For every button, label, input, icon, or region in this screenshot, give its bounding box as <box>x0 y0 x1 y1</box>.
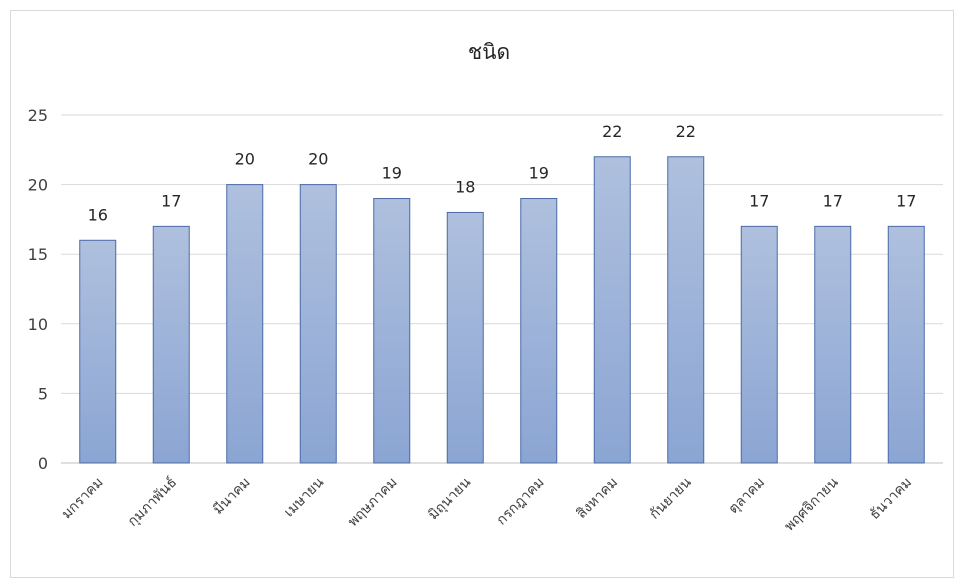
data-label: 22 <box>676 122 696 141</box>
bar-6 <box>446 211 484 464</box>
gridlines <box>61 114 943 464</box>
bar-5 <box>373 198 411 464</box>
bar-9 <box>667 156 705 464</box>
x-category-label: พฤษภาคม <box>345 475 401 531</box>
data-label: 22 <box>602 122 622 141</box>
x-category-label: สิงหาคม <box>574 475 621 522</box>
data-label: 17 <box>823 191 843 210</box>
x-category-label: มิถุนายน <box>425 474 474 523</box>
x-category-label: กรกฎาคม <box>494 475 548 529</box>
y-tick-label: 15 <box>28 245 48 264</box>
bar-chart: ชนิด 0 5 10 15 20 25 16 17 20 20 19 18 19 22 22 17 17 17… <box>28 40 943 535</box>
y-tick-label: 10 <box>28 315 48 334</box>
data-label: 17 <box>749 191 769 210</box>
bar-11 <box>814 225 852 464</box>
bar-8 <box>593 156 631 464</box>
x-category-label: พฤศจิกายน <box>782 474 842 534</box>
data-label: 19 <box>382 164 402 183</box>
x-category-label: มีนาคม <box>210 475 253 518</box>
x-category-label: กุมภาพันธ์ <box>124 474 180 530</box>
bar-1 <box>79 239 117 464</box>
x-category-label: ตุลาคม <box>726 475 769 518</box>
bar-12 <box>887 225 925 464</box>
data-labels: 16 17 20 20 19 18 19 22 22 17 17 17 <box>88 122 917 225</box>
y-tick-label: 5 <box>38 384 48 403</box>
bar-3 <box>226 184 264 464</box>
y-tick-label: 25 <box>28 106 48 125</box>
bar-2 <box>152 225 190 464</box>
data-label: 20 <box>235 150 255 169</box>
x-category-label: กันยายน <box>647 474 695 522</box>
x-category-label: ธันวาคม <box>867 475 915 523</box>
data-label: 18 <box>455 177 475 196</box>
data-label: 17 <box>896 191 916 210</box>
x-category-label: มกราคม <box>59 475 107 523</box>
y-axis-ticks: 0 5 10 15 20 25 <box>28 106 48 473</box>
y-tick-label: 0 <box>38 454 48 473</box>
bar-7 <box>520 198 558 464</box>
data-label: 17 <box>161 191 181 210</box>
data-label: 16 <box>88 205 108 224</box>
chart-title: ชนิด <box>468 40 510 64</box>
chart-frame: ชนิด 0 5 10 15 20 25 16 17 20 20 19 18 19 22 22 17 17 17… <box>10 10 954 578</box>
bar-10 <box>740 225 778 464</box>
x-category-label: เมษายน <box>281 474 327 520</box>
y-tick-label: 20 <box>28 176 48 195</box>
bar-4 <box>299 184 337 464</box>
data-label: 19 <box>529 164 549 183</box>
data-label: 20 <box>308 150 328 169</box>
x-axis-category-labels: มกราคม กุมภาพันธ์ มีนาคม เมษายน พฤษภาคม มิถุน… <box>59 474 915 535</box>
bars <box>79 156 925 464</box>
